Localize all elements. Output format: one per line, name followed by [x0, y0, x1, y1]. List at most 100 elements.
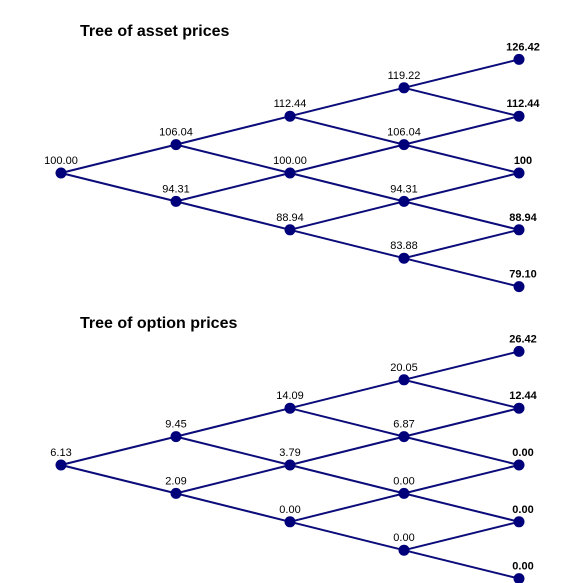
option-edge-1-0-up: [175, 407, 291, 438]
option-edge-2-0-up: [289, 378, 405, 410]
asset-node-2-2: [284, 224, 296, 236]
asset-node-4-1: [513, 110, 525, 122]
asset-node-label-4-0: 126.42: [506, 41, 540, 53]
asset-node-label-1-1: 94.31: [162, 183, 190, 195]
asset-edge-3-1-up: [403, 115, 520, 146]
option-edge-3-2-down: [403, 492, 520, 523]
asset-node-3-3: [398, 252, 410, 264]
asset-edge-1-1-down: [175, 200, 291, 231]
option-node-1-1: [170, 487, 182, 499]
option-node-3-0: [398, 374, 410, 386]
option-node-3-3: [398, 544, 410, 556]
asset-edge-2-0-down: [289, 115, 405, 146]
option-edge-3-1-down: [403, 435, 520, 466]
option-node-label-2-0: 14.09: [276, 390, 304, 402]
asset-edge-3-1-down: [403, 143, 520, 174]
option-node-label-4-2: 0.00: [512, 447, 533, 459]
asset-node-2-1: [284, 167, 296, 179]
asset-node-4-3: [513, 224, 525, 236]
asset-edge-3-3-up: [403, 228, 520, 260]
option-edge-0-0-up: [60, 435, 177, 466]
option-edge-1-0-down: [175, 435, 291, 466]
asset-node-3-2: [398, 195, 410, 207]
asset-edge-3-3-down: [403, 257, 520, 288]
asset-edge-3-2-up: [403, 172, 520, 203]
option-edge-1-1-down: [175, 492, 291, 523]
option-node-label-2-2: 0.00: [279, 504, 300, 516]
asset-edge-3-0-up: [403, 58, 520, 89]
option-node-label-4-4: 0.00: [512, 561, 533, 573]
asset-node-label-4-2: 100: [514, 155, 532, 167]
asset-price-tree: Tree of asset prices 100.00 106.04 94.31 11…: [44, 23, 540, 293]
option-node-label-3-0: 20.05: [390, 362, 418, 374]
option-node-label-1-0: 9.45: [165, 419, 186, 431]
option-node-label-4-3: 0.00: [512, 504, 533, 516]
asset-node-label-0-0: 100.00: [44, 155, 78, 167]
option-edge-2-2-down: [289, 520, 405, 552]
asset-node-label-3-2: 94.31: [390, 183, 418, 195]
option-node-4-4: [513, 573, 525, 583]
option-tree-title: Tree of option prices: [80, 315, 237, 332]
asset-edge-0-0-up: [60, 143, 177, 174]
asset-edge-2-2-up: [289, 200, 405, 231]
asset-edge-2-2-down: [289, 228, 405, 260]
asset-edge-1-0-up: [175, 115, 291, 146]
option-edge-2-0-down: [289, 407, 405, 438]
asset-edge-3-2-down: [403, 200, 520, 231]
asset-node-1-1: [170, 195, 182, 207]
asset-node-1-0: [170, 139, 182, 151]
asset-node-4-0: [513, 53, 525, 65]
asset-node-0-0: [55, 167, 67, 179]
asset-node-4-2: [513, 167, 525, 179]
asset-edge-2-1-up: [289, 143, 405, 174]
option-node-4-1: [513, 402, 525, 414]
option-node-3-1: [398, 431, 410, 443]
option-edge-1-1-up: [175, 464, 291, 495]
asset-node-4-4: [513, 281, 525, 293]
asset-tree-edges: [60, 58, 520, 288]
option-node-label-3-1: 6.87: [393, 419, 414, 431]
asset-node-3-0: [398, 82, 410, 94]
option-edge-3-0-down: [403, 378, 520, 410]
option-edge-3-1-up: [403, 407, 520, 438]
option-tree-edges: [60, 350, 520, 580]
asset-node-label-1-0: 106.04: [159, 127, 193, 139]
asset-node-label-2-0: 112.44: [274, 98, 307, 110]
option-node-4-2: [513, 459, 525, 471]
option-node-1-0: [170, 431, 182, 443]
option-tree-nodes: 6.13 9.45 2.09 14.09 3.79 0.00 20.05 6.87 0.00 0.…: [50, 333, 538, 583]
option-node-label-2-1: 3.79: [279, 447, 300, 459]
option-node-2-0: [284, 402, 296, 414]
asset-edge-1-1-up: [175, 172, 291, 203]
option-node-4-0: [513, 345, 525, 357]
option-price-tree: Tree of option prices 6.13 9.45 2.09 14.09 3…: [50, 315, 538, 583]
option-node-2-1: [284, 459, 296, 471]
option-node-4-3: [513, 516, 525, 528]
asset-edge-1-0-down: [175, 143, 291, 174]
asset-node-label-3-3: 83.88: [390, 240, 418, 252]
option-edge-2-1-up: [289, 435, 405, 466]
asset-tree-title: Tree of asset prices: [80, 23, 230, 40]
option-node-3-2: [398, 487, 410, 499]
option-edge-3-3-up: [403, 520, 520, 552]
option-node-label-3-2: 0.00: [393, 475, 414, 487]
option-node-label-0-0: 6.13: [50, 447, 71, 459]
asset-edge-3-0-down: [403, 86, 520, 118]
option-node-label-4-0: 26.42: [509, 333, 537, 345]
option-node-label-1-1: 2.09: [165, 475, 186, 487]
option-node-0-0: [55, 459, 67, 471]
asset-node-label-4-3: 88.94: [509, 212, 537, 224]
asset-node-label-4-4: 79.10: [509, 269, 537, 281]
asset-tree-nodes: 100.00 106.04 94.31 112.44 100.00 88.94 119.22…: [44, 41, 540, 293]
asset-node-label-2-1: 100.00: [273, 155, 307, 167]
option-node-label-4-1: 12.44: [509, 390, 537, 402]
option-edge-2-1-down: [289, 464, 405, 495]
asset-edge-2-0-up: [289, 86, 405, 118]
option-node-2-2: [284, 516, 296, 528]
asset-node-3-1: [398, 139, 410, 151]
asset-edge-2-1-down: [289, 172, 405, 203]
asset-node-label-3-0: 119.22: [388, 70, 421, 82]
asset-edge-0-0-down: [60, 172, 177, 203]
option-edge-2-2-up: [289, 492, 405, 523]
